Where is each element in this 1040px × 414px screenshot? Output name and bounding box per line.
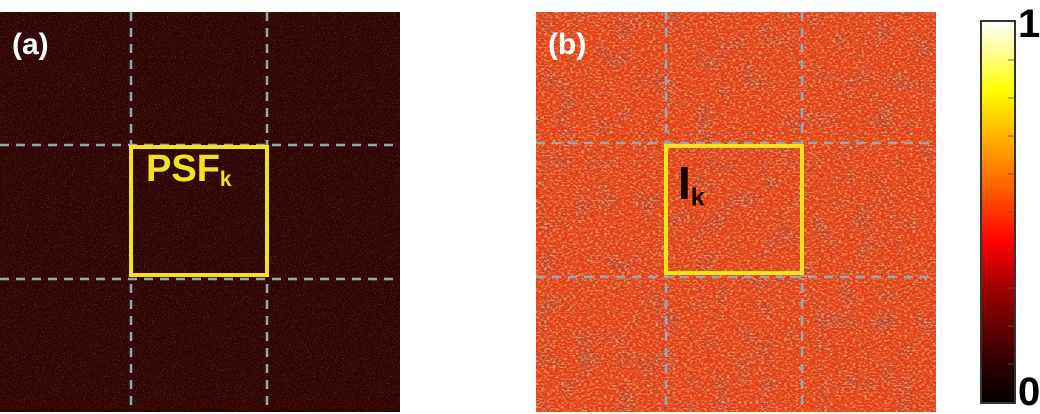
colorbar-gradient bbox=[982, 22, 1014, 402]
i-k-label-main: I bbox=[678, 157, 691, 209]
speckle-noise bbox=[0, 12, 400, 412]
colorbar bbox=[980, 20, 1016, 404]
i-k-label: Ik bbox=[678, 160, 705, 211]
psf-highlight-box bbox=[129, 145, 269, 277]
panel-label-b: (b) bbox=[548, 28, 587, 61]
i-k-label-subscript: k bbox=[690, 183, 705, 212]
colorbar-ticks bbox=[1008, 59, 1014, 365]
intensity-highlight-box bbox=[664, 144, 804, 275]
psf-k-label-subscript: k bbox=[219, 168, 232, 192]
colorbar-max-label: 1 bbox=[1018, 2, 1040, 46]
panel-b-intensity-image: (b) bbox=[536, 12, 936, 412]
colorbar-min-label: 0 bbox=[1018, 370, 1040, 414]
psf-speckle-image bbox=[0, 12, 400, 412]
psf-k-label-main: PSF bbox=[146, 148, 220, 190]
speckle-pattern bbox=[536, 12, 936, 412]
panel-label-a: (a) bbox=[12, 28, 49, 61]
intensity-speckle-image bbox=[536, 12, 936, 412]
psf-k-label: PSFk bbox=[146, 150, 232, 191]
panel-a-psf-image: (a) bbox=[0, 12, 400, 412]
